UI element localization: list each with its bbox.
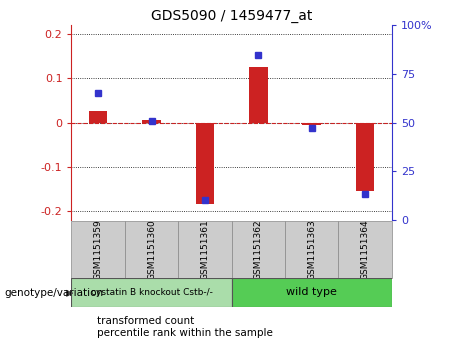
Title: GDS5090 / 1459477_at: GDS5090 / 1459477_at bbox=[151, 9, 313, 23]
Bar bbox=[249, 68, 268, 122]
FancyBboxPatch shape bbox=[338, 221, 392, 278]
FancyBboxPatch shape bbox=[178, 221, 231, 278]
FancyBboxPatch shape bbox=[231, 278, 392, 307]
Text: GSM1151360: GSM1151360 bbox=[147, 219, 156, 280]
Text: GSM1151363: GSM1151363 bbox=[307, 219, 316, 280]
Bar bbox=[302, 122, 321, 125]
Text: percentile rank within the sample: percentile rank within the sample bbox=[97, 328, 273, 338]
Text: wild type: wild type bbox=[286, 287, 337, 297]
Text: GSM1151362: GSM1151362 bbox=[254, 219, 263, 280]
FancyBboxPatch shape bbox=[71, 221, 125, 278]
FancyBboxPatch shape bbox=[71, 278, 231, 307]
Bar bbox=[195, 122, 214, 204]
Text: GSM1151364: GSM1151364 bbox=[361, 219, 370, 280]
Text: GSM1151361: GSM1151361 bbox=[201, 219, 209, 280]
Text: GSM1151359: GSM1151359 bbox=[94, 219, 103, 280]
Text: transformed count: transformed count bbox=[97, 316, 194, 326]
FancyBboxPatch shape bbox=[285, 221, 338, 278]
Text: cystatin B knockout Cstb-/-: cystatin B knockout Cstb-/- bbox=[91, 288, 213, 297]
FancyBboxPatch shape bbox=[231, 221, 285, 278]
FancyBboxPatch shape bbox=[125, 221, 178, 278]
Bar bbox=[142, 120, 161, 122]
Bar bbox=[356, 122, 374, 191]
Bar bbox=[89, 111, 107, 122]
Text: genotype/variation: genotype/variation bbox=[5, 288, 104, 298]
